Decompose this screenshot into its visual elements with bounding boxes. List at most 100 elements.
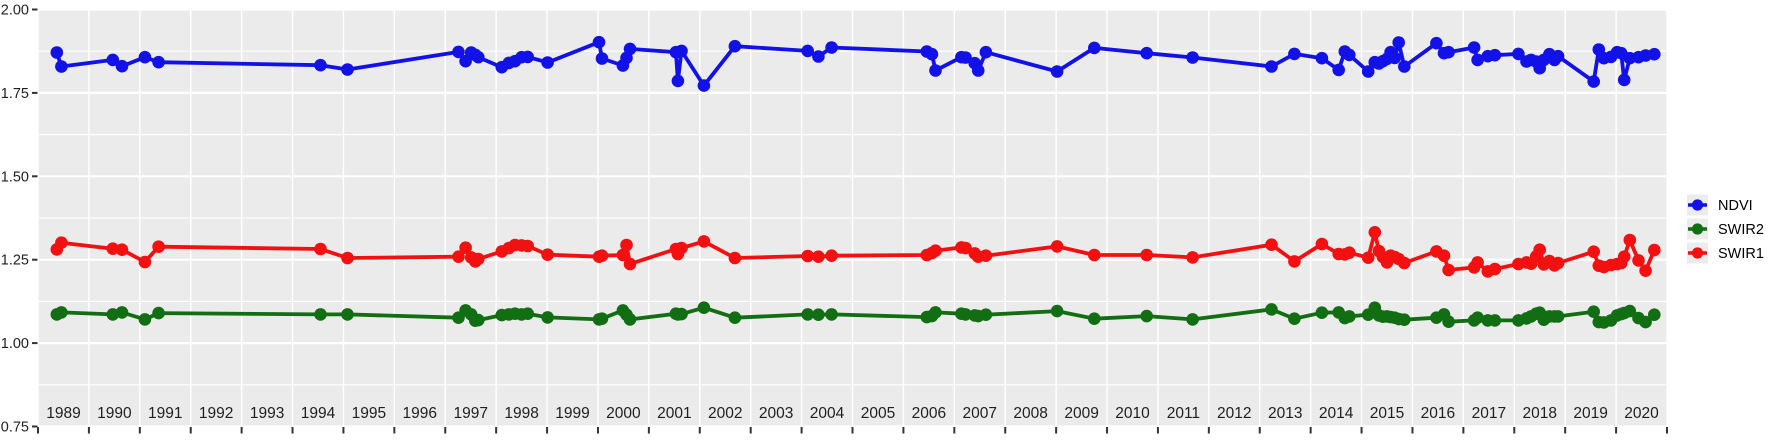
legend-label: SWIR1 (1718, 246, 1764, 262)
SWIR2-point (1587, 305, 1600, 319)
series-SWIR1 (50, 226, 1661, 278)
SWIR1-point (1442, 263, 1455, 277)
NDVI-point (106, 53, 120, 67)
SWIR2-point (1088, 312, 1101, 326)
SWIR2-point (801, 308, 814, 321)
SWIR1-point (1437, 249, 1451, 262)
x-tick-label: 1992 (199, 405, 233, 422)
gridlines (37, 8, 1668, 428)
SWIR1-point (959, 241, 972, 255)
NDVI-point (1430, 36, 1443, 50)
NDVI-point (1186, 51, 1199, 64)
NDVI-point (671, 74, 685, 88)
SWIR2-point (595, 312, 609, 326)
SWIR1-point (616, 248, 630, 262)
NDVI-point (314, 58, 327, 72)
NDVI-point (971, 64, 985, 77)
x-tick-label: 2010 (1115, 405, 1150, 422)
x-tick-label: 1999 (555, 405, 589, 422)
SWIR2-point (1471, 311, 1484, 325)
x-axis-labels: 1989 1990 1991 1992 1993 1994 1995 1996 1997 1998… (46, 405, 1659, 422)
NDVI-point (1361, 65, 1375, 78)
SWIR2-point (929, 306, 942, 319)
SWIR1-point (697, 235, 711, 248)
NDVI-point (1398, 60, 1411, 73)
y-tick-label: 2.00 (1, 3, 29, 19)
SWIR2-point (152, 306, 165, 320)
NDVI-point (979, 45, 993, 59)
SWIR2-point (697, 301, 711, 315)
x-tick-label: 2015 (1370, 405, 1404, 422)
SWIR2-point (825, 308, 838, 321)
SWIR1-point (541, 248, 554, 261)
NDVI-point (1388, 51, 1401, 65)
NDVI-point (55, 60, 68, 73)
SWIR2-point (1442, 315, 1455, 329)
SWIR2-point (314, 308, 327, 321)
SWIR2-point (1050, 304, 1064, 318)
SWIR2-point (521, 307, 534, 321)
NDVI-point (341, 63, 354, 76)
y-tick-label: 0.75 (1, 420, 29, 436)
x-tick-label: 2017 (1472, 405, 1506, 422)
NDVI-point (623, 42, 637, 56)
SWIR1-point (1617, 250, 1631, 263)
legend: NDVI SWIR2 SWIR1 (1687, 194, 1764, 264)
NDVI-point (697, 79, 711, 92)
SWIR2-point (979, 308, 993, 322)
SWIR1-point (595, 249, 609, 262)
SWIR1-point (55, 236, 68, 249)
NDVI-point (50, 46, 64, 59)
x-tick-label: 2012 (1217, 405, 1251, 422)
SWIR2-point (472, 313, 485, 327)
SWIR1-point (472, 252, 485, 266)
NDVI-point (1467, 41, 1481, 54)
x-tick-label: 2001 (657, 405, 691, 422)
NDVI-point (1648, 47, 1661, 61)
x-tick-label: 1993 (250, 405, 284, 422)
axis-ticks (32, 8, 1668, 434)
NDVI-point (1140, 46, 1153, 60)
y-tick-label: 1.75 (1, 86, 29, 102)
x-tick-label: 2003 (759, 405, 793, 422)
SWIR1-point (1488, 262, 1502, 276)
NDVI-point (452, 45, 465, 59)
SWIR1-point (1050, 240, 1064, 253)
SWIR2-point (138, 313, 152, 326)
SWIR1-point (152, 240, 165, 253)
NDVI-point (115, 59, 129, 73)
x-tick-label: 2006 (912, 405, 946, 422)
x-tick-label: 2002 (708, 405, 742, 422)
SWIR1-point (1587, 245, 1600, 258)
x-tick-label: 2004 (810, 405, 845, 422)
legend-key-point-icon (1691, 247, 1704, 259)
SWIR1-point (812, 250, 825, 263)
NDVI-point (1050, 65, 1064, 78)
NDVI-point (1617, 73, 1631, 87)
NDVI-point (1551, 49, 1565, 63)
SWIR2-point (1186, 313, 1199, 326)
SWIR1-point (1288, 255, 1301, 268)
SWIR2-point (341, 308, 354, 321)
x-tick-label: 2019 (1573, 405, 1607, 422)
SWIR1-point (825, 249, 838, 262)
SWIR1-point (1343, 246, 1356, 259)
SWIR2-point (1623, 304, 1637, 318)
SWIR1-point (728, 251, 742, 265)
x-tick-label: 1989 (46, 405, 80, 422)
NDVI-point (929, 64, 942, 77)
SWIR1-point (1471, 256, 1484, 269)
x-tick-label: 1995 (352, 405, 386, 422)
x-tick-label: 2007 (963, 405, 997, 422)
NDVI-point (1488, 48, 1502, 62)
NDVI-point (1343, 48, 1356, 62)
NDVI-point (675, 44, 688, 58)
x-tick-label: 1994 (301, 405, 336, 422)
NDVI-point (1288, 47, 1301, 61)
SWIR2-point (1343, 310, 1356, 323)
SWIR1-point (1186, 251, 1199, 264)
NDVI-point (728, 39, 742, 53)
SWIR1-point (1639, 264, 1652, 278)
legend-item-SWIR1: SWIR1 (1687, 242, 1764, 264)
